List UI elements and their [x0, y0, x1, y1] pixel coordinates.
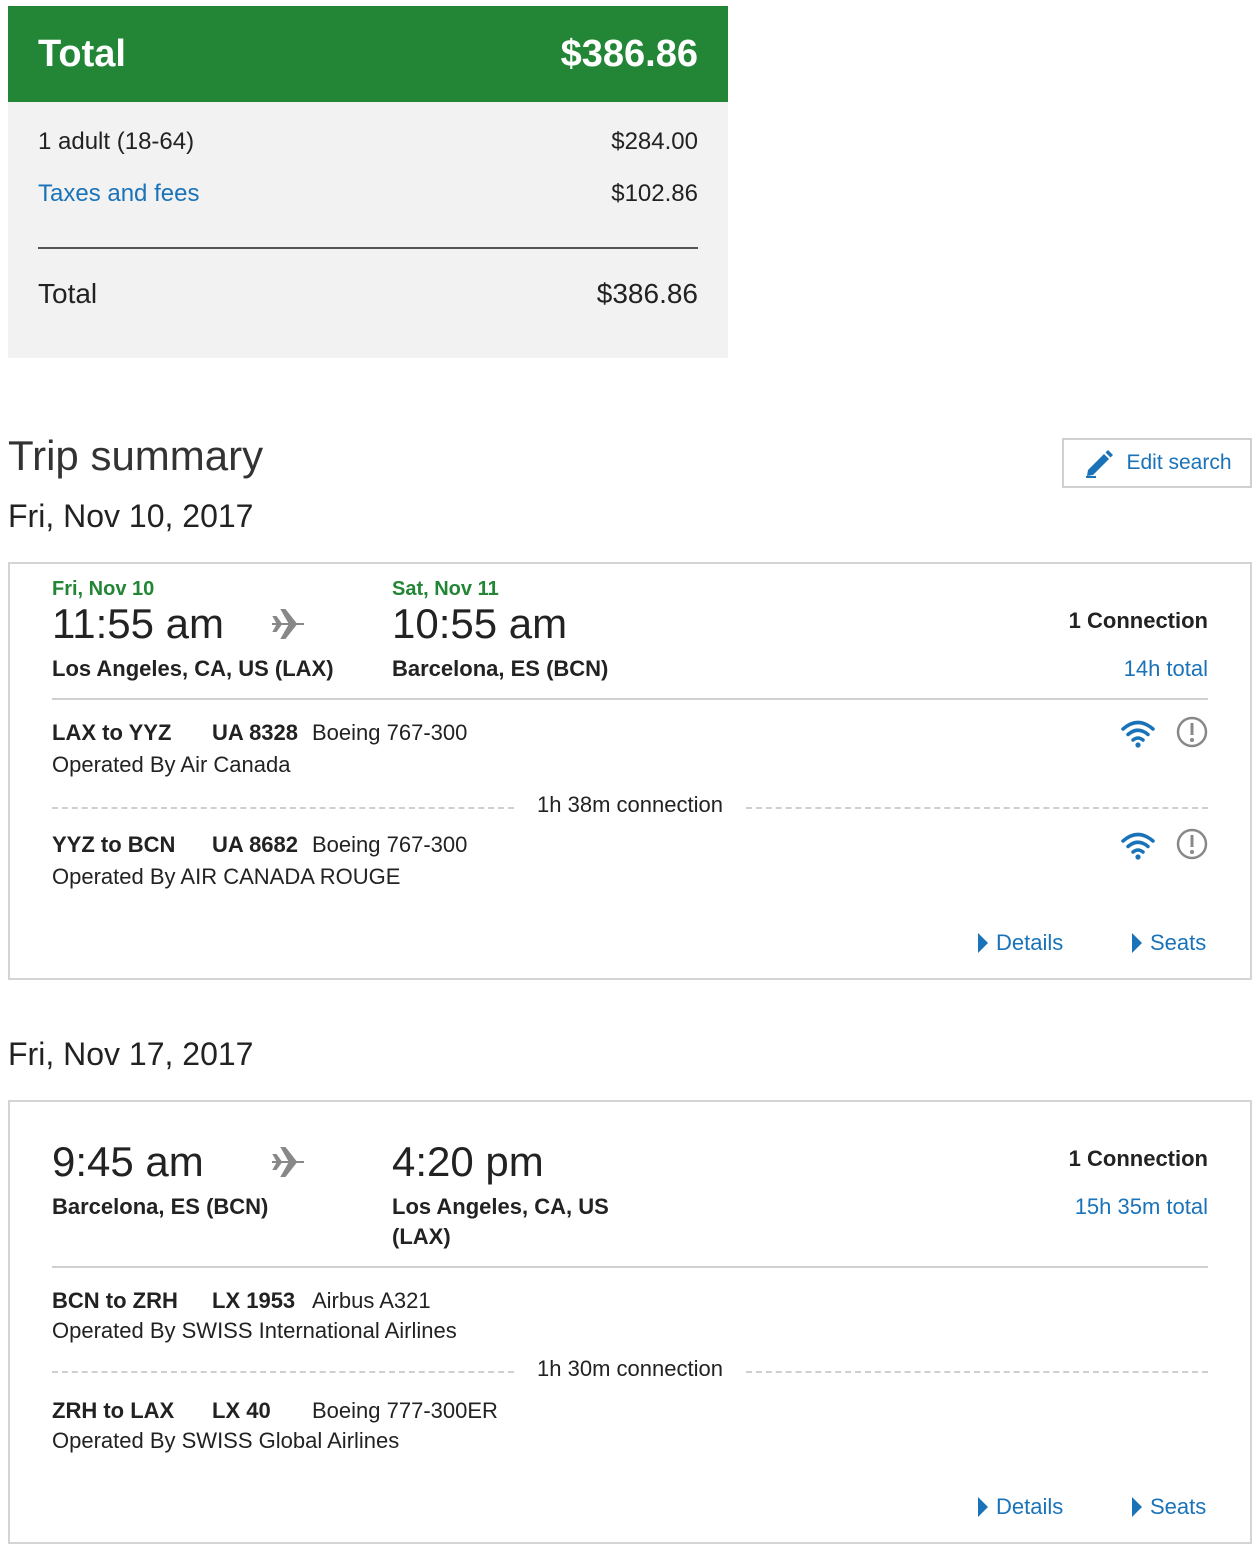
segment-operator: Operated By SWISS Global Airlines — [52, 1428, 400, 1453]
details-label: Details — [996, 1494, 1064, 1519]
airplane-icon — [272, 609, 304, 639]
details-label: Details — [996, 930, 1064, 955]
layover-divider: 1h 30m connection — [52, 1356, 1208, 1386]
layover-duration: 1h 38m connection — [537, 792, 723, 817]
segment-aircraft: Boeing 767-300 — [312, 832, 468, 857]
depart-city: Barcelona, ES (BCN) — [52, 1194, 269, 1219]
connection-count: 1 Connection — [1068, 1146, 1208, 1171]
depart-time: 9:45 am — [52, 1138, 204, 1185]
price-total-amount: $386.86 — [596, 278, 698, 309]
airplane-icon — [272, 1147, 304, 1177]
card-divider — [52, 1266, 1208, 1268]
depart-day: Fri, Nov 10 — [52, 578, 155, 600]
price-total-label: Total — [38, 278, 98, 309]
info-icon[interactable] — [1176, 716, 1208, 748]
wifi-icon[interactable] — [1120, 830, 1156, 860]
caret-right-icon — [978, 1497, 988, 1517]
info-icon[interactable] — [1176, 828, 1208, 860]
taxes-and-fees-link[interactable]: Taxes and fees — [38, 180, 200, 207]
caret-right-icon — [1132, 933, 1142, 953]
caret-right-icon — [978, 933, 988, 953]
details-link[interactable]: Details — [978, 1494, 1063, 1520]
total-duration-link[interactable]: 15h 35m total — [1074, 1194, 1208, 1219]
pencil-icon — [1086, 450, 1114, 478]
price-line-amount: $102.86 — [611, 180, 698, 207]
segment-flight-number: LX 40 — [212, 1398, 271, 1423]
arrive-city-line2: (LAX) — [392, 1224, 451, 1249]
price-header-label: Total — [38, 32, 126, 75]
segment-aircraft: Airbus A321 — [312, 1288, 431, 1313]
seats-label: Seats — [1150, 930, 1207, 955]
seats-label: Seats — [1150, 1494, 1207, 1519]
segment-operator: Operated By AIR CANADA ROUGE — [52, 864, 401, 889]
outbound-date: Fri, Nov 10, 2017 — [8, 498, 254, 534]
price-divider — [38, 247, 698, 249]
return-flight-card: 9:45 am Barcelona, ES (BCN) 4:20 pm Los … — [8, 1100, 1252, 1544]
outbound-flight-card: Fri, Nov 10 11:55 am Los Angeles, CA, US… — [8, 562, 1252, 980]
seats-link[interactable]: Seats — [1132, 930, 1206, 956]
price-summary: Total $386.86 1 adult (18-64) $284.00 Ta… — [8, 6, 728, 358]
segment-flight-number: UA 8328 — [212, 720, 299, 745]
segment-flight-number: UA 8682 — [212, 832, 299, 857]
price-line-adult: 1 adult (18-64) $284.00 — [38, 128, 698, 156]
total-duration-link[interactable]: 14h total — [1123, 656, 1208, 681]
arrive-city: Barcelona, ES (BCN) — [392, 656, 609, 681]
arrive-day: Sat, Nov 11 — [392, 578, 499, 600]
segment-operator: Operated By SWISS International Airlines — [52, 1318, 457, 1343]
seats-link[interactable]: Seats — [1132, 1494, 1206, 1520]
edit-search-label: Edit search — [1126, 451, 1232, 474]
segment-flight-number: LX 1953 — [212, 1288, 296, 1313]
price-line-label: 1 adult (18-64) — [38, 128, 195, 155]
layover-divider: 1h 38m connection — [52, 792, 1208, 822]
price-line-amount: $284.00 — [611, 128, 698, 155]
details-link[interactable]: Details — [978, 930, 1063, 956]
trip-summary-title: Trip summary — [8, 432, 264, 479]
segment-route: LAX to YYZ — [52, 720, 172, 745]
price-header: Total $386.86 — [8, 6, 728, 102]
arrive-time: 4:20 pm — [392, 1138, 544, 1185]
arrive-city: Los Angeles, CA, US (LAX) — [392, 1192, 609, 1252]
arrive-city-line1: Los Angeles, CA, US — [392, 1194, 609, 1219]
segment-route: YYZ to BCN — [52, 832, 176, 857]
card-divider — [52, 698, 1208, 700]
wifi-icon[interactable] — [1120, 718, 1156, 748]
price-total-row: Total $386.86 — [38, 278, 698, 310]
connection-count: 1 Connection — [1068, 608, 1208, 633]
price-header-amount: $386.86 — [560, 32, 698, 75]
segment-operator: Operated By Air Canada — [52, 752, 291, 777]
edit-search-button[interactable]: Edit search — [1062, 438, 1252, 488]
segment-aircraft: Boeing 767-300 — [312, 720, 468, 745]
segment-route: ZRH to LAX — [52, 1398, 175, 1423]
segment-route: BCN to ZRH — [52, 1288, 178, 1313]
depart-city: Los Angeles, CA, US (LAX) — [52, 656, 334, 681]
layover-duration: 1h 30m connection — [537, 1356, 723, 1381]
depart-time: 11:55 am — [52, 600, 224, 647]
return-date: Fri, Nov 17, 2017 — [8, 1036, 254, 1072]
segment-aircraft: Boeing 777-300ER — [312, 1398, 498, 1423]
caret-right-icon — [1132, 1497, 1142, 1517]
arrive-time: 10:55 am — [392, 600, 568, 647]
price-line-taxes: Taxes and fees $102.86 — [38, 180, 698, 208]
